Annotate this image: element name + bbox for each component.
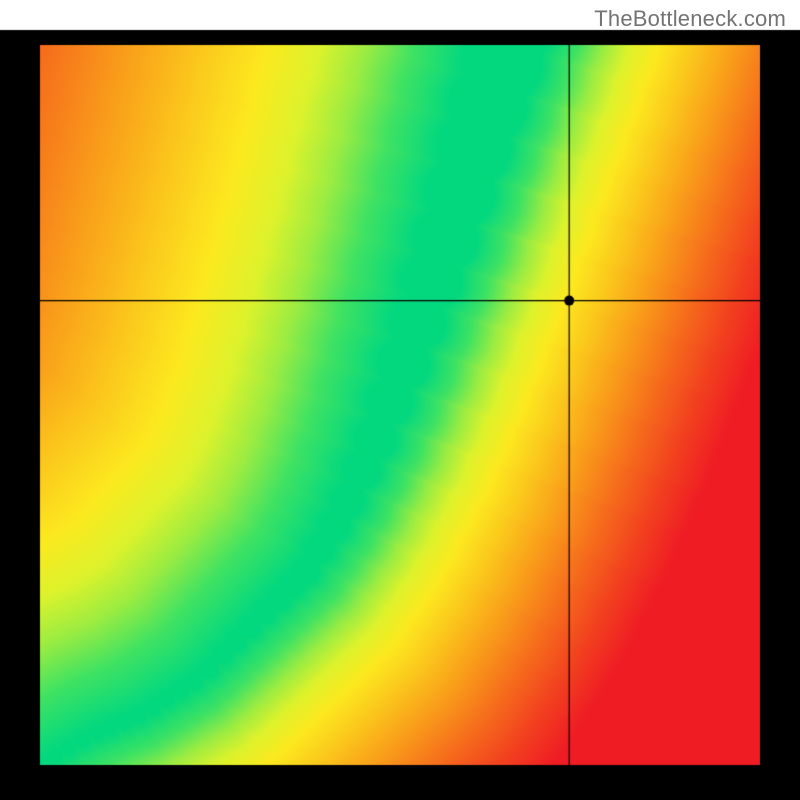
chart-container: TheBottleneck.com — [0, 0, 800, 800]
watermark-text: TheBottleneck.com — [594, 6, 786, 32]
heatmap-canvas — [0, 0, 800, 800]
